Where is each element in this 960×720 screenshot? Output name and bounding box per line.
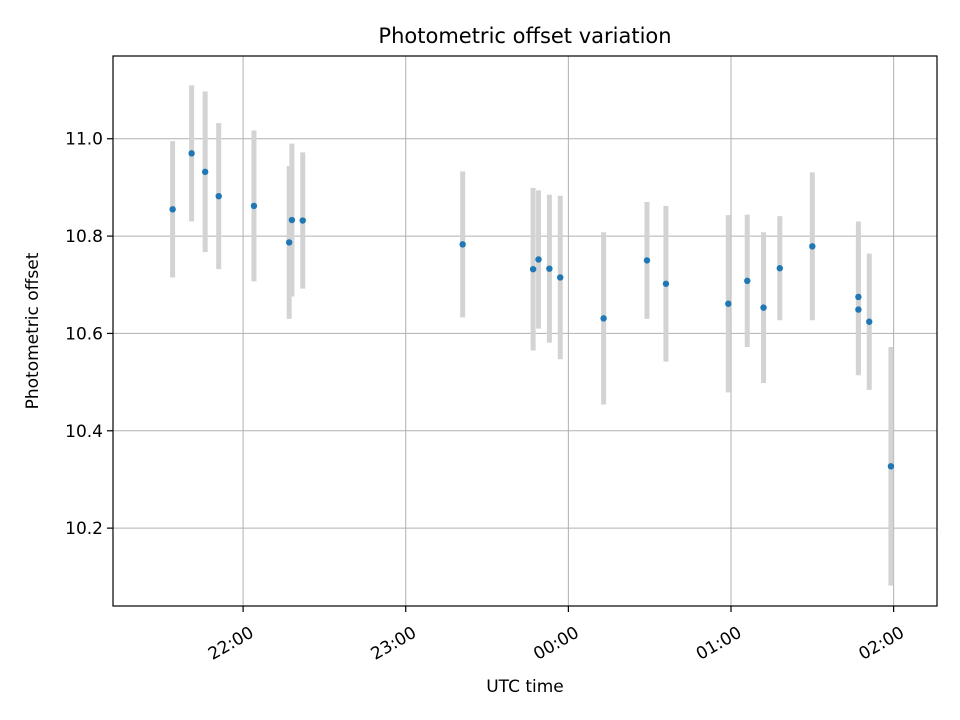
data-point: [529, 265, 537, 273]
data-point: [662, 280, 670, 287]
y-tick-label: 10.4: [65, 422, 103, 442]
y-axis-ticks: 10.2 10.4 10.6 10.8 11.0: [65, 130, 113, 539]
data-points: [169, 150, 895, 470]
data-point: [855, 306, 862, 313]
data-point: [288, 216, 296, 224]
data-point: [557, 274, 564, 281]
data-point: [459, 241, 466, 248]
y-tick-label: 11.0: [65, 130, 103, 150]
grid: [113, 56, 937, 606]
data-point: [760, 304, 767, 311]
data-point: [546, 265, 553, 272]
data-point: [169, 206, 176, 213]
data-point: [809, 243, 816, 250]
data-point: [725, 300, 732, 307]
data-point: [188, 150, 195, 157]
data-point: [201, 168, 209, 176]
y-tick-label: 10.8: [65, 227, 103, 247]
y-tick-label: 10.6: [65, 324, 103, 344]
data-point: [643, 257, 651, 264]
data-point: [600, 315, 607, 322]
plot-frame: [112, 55, 938, 607]
data-point: [744, 277, 751, 285]
data-point: [855, 293, 862, 301]
chart-title: Photometric offset variation: [378, 24, 671, 48]
data-point: [285, 239, 293, 246]
data-point: [215, 192, 222, 200]
x-axis-label: UTC time: [486, 677, 564, 697]
y-axis-label: Photometric offset: [23, 252, 43, 409]
data-point: [535, 256, 542, 263]
data-point: [776, 265, 783, 272]
data-point: [299, 217, 306, 224]
y-tick-label: 10.2: [65, 519, 103, 539]
data-point: [887, 463, 895, 470]
data-point: [866, 318, 873, 325]
data-point: [250, 202, 258, 210]
